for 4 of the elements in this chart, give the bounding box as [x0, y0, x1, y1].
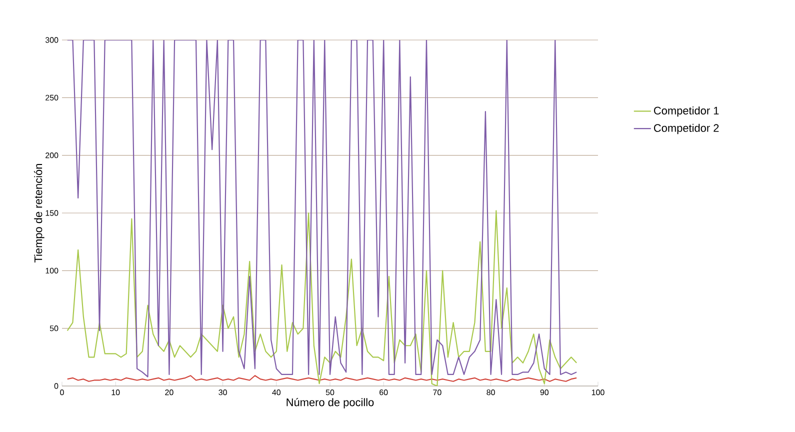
- x-axis-title: Número de pocillo: [286, 398, 374, 408]
- legend-label: Competidor 1: [654, 106, 719, 117]
- legend-label: Competidor 2: [654, 124, 719, 134]
- y-axis-title: Tiempo de retención: [34, 164, 44, 262]
